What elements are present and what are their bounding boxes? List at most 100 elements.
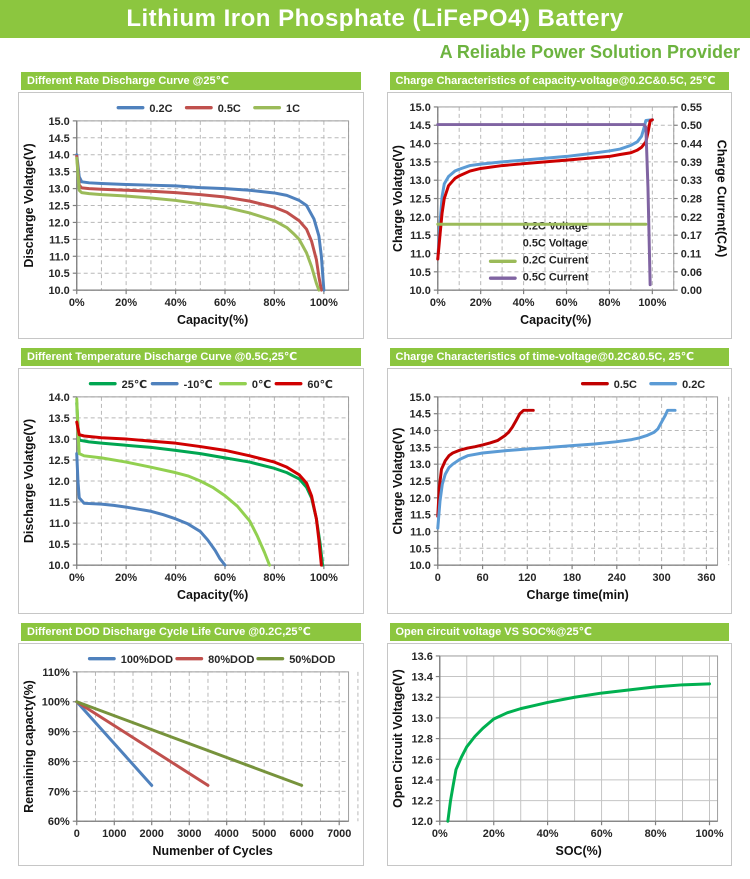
svg-text:100%: 100% <box>310 297 338 309</box>
svg-text:15.0: 15.0 <box>409 102 430 114</box>
chart-panel: 0 60 120 180 240 300 360 15.0 14.5 14.0 13.5 13.0 12… <box>386 367 732 614</box>
chart-card-rate-discharge: Different Rate Discharge Curve @25℃ 0% 20… <box>18 72 364 339</box>
cycle-life-chart: 0 1000 2000 3000 4000 5000 6000 7000 110% 100% 90%… <box>19 643 363 865</box>
svg-text:15.0: 15.0 <box>409 392 430 404</box>
svg-text:20%: 20% <box>115 297 137 309</box>
svg-text:10.0: 10.0 <box>409 560 430 572</box>
svg-text:10.5: 10.5 <box>409 267 430 279</box>
chart-title-bar: Different Temperature Discharge Curve @0… <box>21 347 361 366</box>
chart-panel: 0% 20% 40% 60% 80% 100% 14.0 13.5 13.0 12.5 12.0 11… <box>18 367 364 614</box>
svg-text:12.4: 12.4 <box>411 775 433 787</box>
svg-text:Capacity(%): Capacity(%) <box>520 313 591 327</box>
svg-text:Discharge Volatge(V): Discharge Volatge(V) <box>22 143 36 267</box>
svg-text:60%: 60% <box>214 572 236 584</box>
chart-title-bar: Different DOD Discharge Cycle Life Curve… <box>21 622 361 641</box>
svg-text:40%: 40% <box>536 828 558 840</box>
svg-text:14.0: 14.0 <box>48 150 69 162</box>
page-subtitle: A Reliable Power Solution Provider <box>439 42 740 62</box>
svg-text:0℃: 0℃ <box>252 379 271 391</box>
svg-text:180: 180 <box>562 572 580 584</box>
svg-text:12.0: 12.0 <box>411 816 432 828</box>
temperature-discharge-chart: 0% 20% 40% 60% 80% 100% 14.0 13.5 13.0 12.5 12.0 11… <box>19 368 363 613</box>
svg-text:0.33: 0.33 <box>680 175 701 187</box>
svg-text:13.0: 13.0 <box>411 713 432 725</box>
svg-text:0.2C Current: 0.2C Current <box>522 255 588 267</box>
chart-panel: 0 1000 2000 3000 4000 5000 6000 7000 110% 100% 90%… <box>18 642 364 866</box>
svg-text:10.5: 10.5 <box>48 539 69 551</box>
svg-text:60%: 60% <box>214 297 236 309</box>
svg-text:14.5: 14.5 <box>48 133 69 145</box>
svg-text:0.2C Voltage: 0.2C Voltage <box>522 221 587 233</box>
chart-card-ocv-soc: Open circuit voltage VS SOC%@25℃ 0% 20% 40… <box>386 622 732 866</box>
svg-text:100%DOD: 100%DOD <box>121 654 173 666</box>
svg-text:12.8: 12.8 <box>411 733 432 745</box>
svg-text:12.0: 12.0 <box>48 217 69 229</box>
svg-text:0: 0 <box>74 828 80 840</box>
svg-text:13.0: 13.0 <box>409 459 430 471</box>
charts-grid: Different Rate Discharge Curve @25℃ 0% 20… <box>0 68 750 866</box>
capacity-voltage-chart: 0% 20% 40% 60% 80% 100% 15.0 14.5 14.0 13.5 13.0 12… <box>387 93 732 338</box>
svg-text:0.5C: 0.5C <box>613 379 636 391</box>
svg-text:12.0: 12.0 <box>409 493 430 505</box>
svg-text:11.0: 11.0 <box>49 251 70 263</box>
svg-text:10.5: 10.5 <box>48 268 69 280</box>
svg-text:0.50: 0.50 <box>680 120 701 132</box>
svg-text:13.5: 13.5 <box>409 442 430 454</box>
svg-text:40%: 40% <box>512 297 534 309</box>
svg-text:0.11: 0.11 <box>680 248 701 260</box>
svg-text:0.44: 0.44 <box>680 139 702 151</box>
svg-text:60%: 60% <box>590 828 612 840</box>
svg-text:-10℃: -10℃ <box>184 379 213 391</box>
svg-text:10.5: 10.5 <box>409 543 430 555</box>
chart-panel: 0% 20% 40% 60% 80% 100% 15.0 14.5 14.0 13.5 13.0 12… <box>18 92 364 339</box>
svg-text:14.0: 14.0 <box>409 425 430 437</box>
rate-discharge-chart: 0% 20% 40% 60% 80% 100% 15.0 14.5 14.0 13.5 13.0 12… <box>19 93 363 338</box>
svg-text:0.22: 0.22 <box>680 212 701 224</box>
svg-text:0%: 0% <box>429 297 445 309</box>
svg-text:0.39: 0.39 <box>680 157 701 169</box>
chart-title-bar: Open circuit voltage VS SOC%@25℃ <box>389 622 729 641</box>
svg-text:13.6: 13.6 <box>411 651 432 663</box>
svg-text:3000: 3000 <box>177 828 201 840</box>
svg-text:10.0: 10.0 <box>409 285 430 297</box>
svg-text:14.0: 14.0 <box>409 139 430 151</box>
svg-text:120: 120 <box>518 572 536 584</box>
svg-text:2000: 2000 <box>140 828 164 840</box>
svg-text:7000: 7000 <box>327 828 351 840</box>
svg-text:60%: 60% <box>555 297 577 309</box>
svg-text:Open Circuit Voltage(V): Open Circuit Voltage(V) <box>390 669 404 808</box>
svg-text:100%: 100% <box>310 572 338 584</box>
svg-text:50%DOD: 50%DOD <box>289 654 335 666</box>
svg-text:90%: 90% <box>48 726 70 738</box>
svg-text:Capacity(%): Capacity(%) <box>177 313 248 327</box>
svg-text:0: 0 <box>434 572 440 584</box>
chart-panel: 0% 20% 40% 60% 80% 100% 15.0 14.5 14.0 13.5 13.0 12… <box>386 92 732 339</box>
time-voltage-chart: 0 60 120 180 240 300 360 15.0 14.5 14.0 13.5 13.0 12… <box>387 368 732 613</box>
svg-text:12.5: 12.5 <box>409 194 430 206</box>
svg-text:14.5: 14.5 <box>409 409 430 421</box>
svg-text:0.2C: 0.2C <box>682 379 705 391</box>
svg-text:12.5: 12.5 <box>48 200 69 212</box>
svg-text:Remaining capacty(%): Remaining capacty(%) <box>22 680 36 813</box>
svg-text:0.5C Current: 0.5C Current <box>522 271 588 283</box>
svg-text:5000: 5000 <box>252 828 276 840</box>
svg-text:12.0: 12.0 <box>48 476 69 488</box>
svg-text:60: 60 <box>476 572 488 584</box>
svg-text:80%: 80% <box>644 828 666 840</box>
svg-text:300: 300 <box>652 572 670 584</box>
svg-text:1000: 1000 <box>102 828 126 840</box>
svg-text:80%: 80% <box>263 572 285 584</box>
svg-text:0%: 0% <box>431 828 447 840</box>
svg-text:0.2C: 0.2C <box>149 103 172 115</box>
svg-text:12.5: 12.5 <box>48 455 69 467</box>
svg-text:11.0: 11.0 <box>410 248 431 260</box>
svg-text:13.0: 13.0 <box>409 175 430 187</box>
svg-text:13.2: 13.2 <box>411 692 432 704</box>
svg-text:11.0: 11.0 <box>410 526 431 538</box>
svg-text:0%: 0% <box>69 297 85 309</box>
svg-text:0.17: 0.17 <box>680 230 701 242</box>
svg-text:12.6: 12.6 <box>411 754 432 766</box>
svg-text:0%: 0% <box>69 572 85 584</box>
svg-text:25℃: 25℃ <box>122 379 147 391</box>
page-header: Lithium Iron Phosphate (LiFePO4) Battery <box>0 0 750 38</box>
